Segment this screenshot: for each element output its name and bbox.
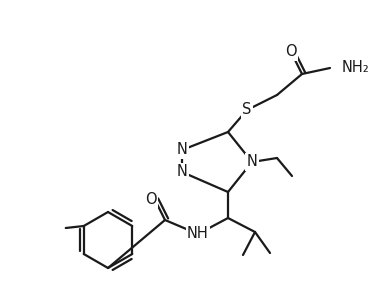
Text: N: N [176,142,188,157]
Text: O: O [145,192,157,208]
Text: N: N [246,154,257,169]
Text: NH₂: NH₂ [342,60,370,76]
Text: N: N [176,164,188,180]
Text: S: S [242,102,252,117]
Text: NH: NH [187,227,209,241]
Text: O: O [285,44,297,60]
